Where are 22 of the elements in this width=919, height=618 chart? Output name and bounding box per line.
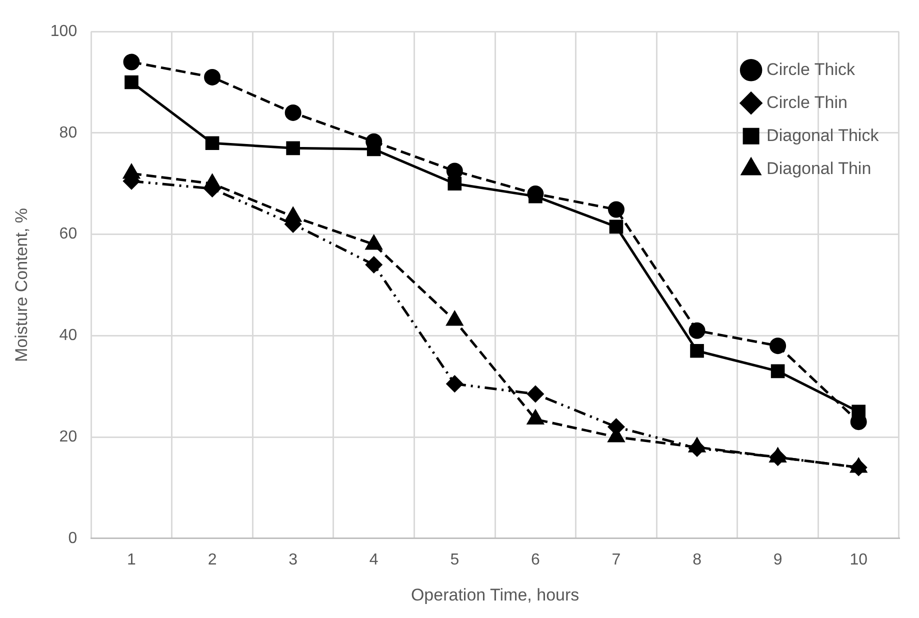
legend-label: Circle Thin (766, 92, 848, 112)
x-tick-label: 5 (450, 551, 460, 568)
y-tick-label: 0 (68, 530, 78, 547)
legend-label: Diagonal Thick (766, 126, 880, 145)
y-axis-title: Moisture Content, % (12, 208, 31, 362)
y-tick-label: 40 (59, 327, 78, 344)
x-axis-title: Operation Time, hours (410, 585, 580, 604)
y-tick-label: 80 (59, 124, 78, 142)
y-tick-label: 20 (59, 428, 78, 446)
x-tick-label: 6 (530, 551, 540, 568)
legend-label: Diagonal Thin (766, 158, 872, 178)
y-tick-label: 60 (59, 226, 78, 243)
y-tick-label: 100 (50, 23, 78, 40)
x-tick-label: 10 (850, 551, 868, 568)
legend-label: Circle Thick (766, 60, 856, 79)
x-tick-label: 9 (773, 551, 782, 568)
x-tick-label: 4 (369, 551, 378, 568)
x-tick-label: 7 (612, 551, 621, 568)
x-tick-label: 3 (288, 551, 298, 568)
x-tick-label: 2 (208, 551, 217, 568)
x-tick-label: 8 (692, 551, 702, 568)
x-tick-label: 1 (127, 551, 136, 568)
